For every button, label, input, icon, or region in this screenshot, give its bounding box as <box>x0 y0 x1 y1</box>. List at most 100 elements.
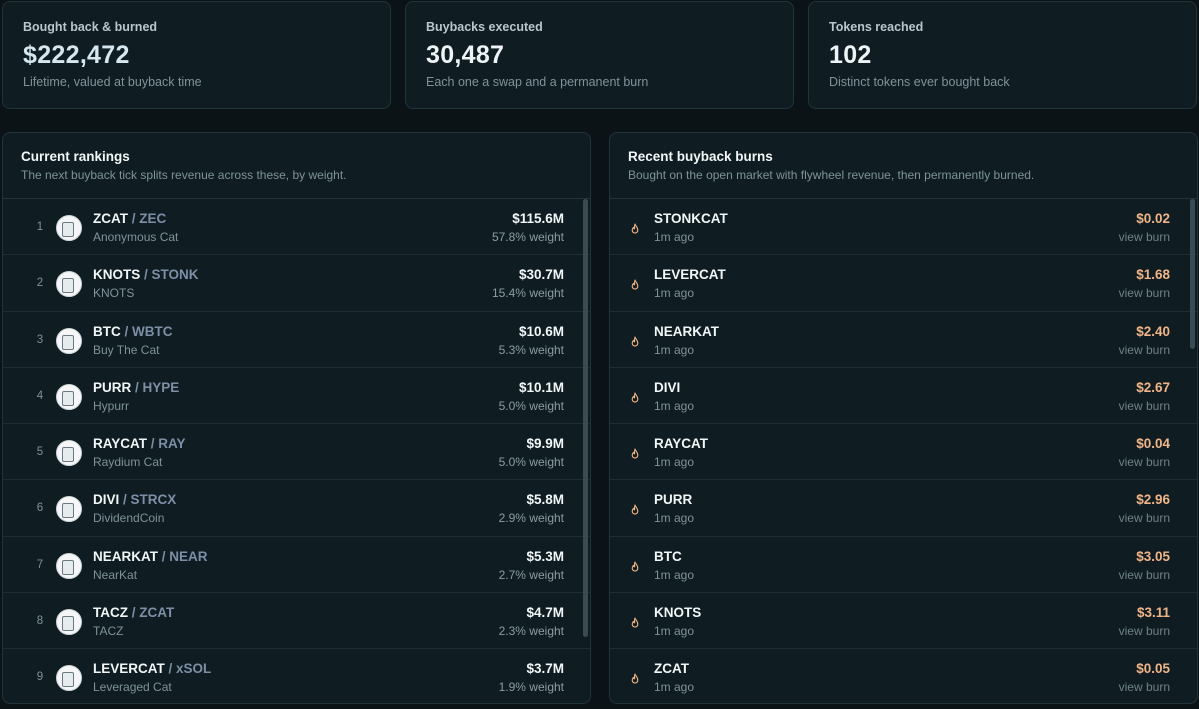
burn-amount: $2.40 <box>1136 323 1170 339</box>
view-burn-link[interactable]: view burn <box>1118 567 1170 582</box>
panel-title: Recent buyback burns <box>628 149 773 164</box>
ranking-row[interactable]: 8 TACZ / ZCAT TACZ $4.7M 2.3% weight <box>3 593 590 650</box>
ranking-row[interactable]: 5 RAYCAT / RAY Raydium Cat $9.9M 5.0% weight <box>3 424 590 481</box>
token-pair: / ZCAT <box>131 605 175 621</box>
stat-label: Buybacks executed <box>426 20 543 34</box>
burns-scrollbar[interactable] <box>1189 199 1195 701</box>
token-name: TACZ / ZCAT <box>93 605 174 620</box>
burn-time: 1m ago <box>654 286 695 301</box>
panel-subtitle: Bought on the open market with flywheel … <box>628 168 1035 182</box>
stat-card-burned: Bought back & burned $222,472 Lifetime, … <box>2 1 391 109</box>
burns-panel: Recent buyback burns Bought on the open … <box>609 132 1198 704</box>
burn-row[interactable]: KNOTS 1m ago $3.11 view burn <box>610 593 1197 650</box>
token-weight: 5.3% weight <box>498 342 564 357</box>
burn-row[interactable]: BTC 1m ago $3.05 view burn <box>610 537 1197 594</box>
burn-row[interactable]: ZCAT 1m ago $0.05 view burn <box>610 649 1197 703</box>
token-symbol: BTC <box>93 323 121 339</box>
view-burn-link[interactable]: view burn <box>1118 342 1170 357</box>
flame-icon <box>629 222 641 234</box>
burn-row[interactable]: STONKCAT 1m ago $0.02 view burn <box>610 199 1197 256</box>
token-amount: $3.7M <box>526 661 564 677</box>
view-burn-link[interactable]: view burn <box>1118 511 1170 526</box>
flame-icon <box>629 278 641 290</box>
burn-row[interactable]: LEVERCAT 1m ago $1.68 view burn <box>610 255 1197 312</box>
flame-icon <box>629 560 641 572</box>
ranking-row[interactable]: 3 BTC / WBTC Buy The Cat $10.6M 5.3% weight <box>3 312 590 368</box>
token-description: Buy The Cat <box>93 342 160 357</box>
ranking-row[interactable]: 9 LEVERCAT / xSOL Leveraged Cat $3.7M 1.9% w… <box>3 649 590 703</box>
burns-list[interactable]: STONKCAT 1m ago $0.02 view burn LEVERCAT 1m a… <box>610 199 1197 703</box>
stat-sub: Each one a swap and a permanent burn <box>426 75 649 89</box>
burn-row[interactable]: PURR 1m ago $2.96 view burn <box>610 480 1197 537</box>
burn-amount: $2.67 <box>1136 379 1170 395</box>
stat-value: 30,487 <box>426 41 505 69</box>
flame-icon <box>629 335 641 347</box>
rank-number: 1 <box>36 221 44 233</box>
token-description: Raydium Cat <box>93 455 163 470</box>
token-pair: / ZEC <box>131 211 167 226</box>
burn-token: STONKCAT <box>654 211 728 226</box>
token-name: NEARKAT / NEAR <box>93 549 208 564</box>
token-name: RAYCAT / RAY <box>93 436 186 451</box>
stat-sub: Lifetime, valued at buyback time <box>23 75 202 89</box>
token-description: Hypurr <box>93 398 130 413</box>
token-name: DIVI / STRCX <box>93 492 176 507</box>
view-burn-link[interactable]: view burn <box>1118 680 1170 695</box>
token-pair: / NEAR <box>161 548 208 564</box>
panel-title: Current rankings <box>21 149 130 164</box>
rank-number: 6 <box>36 502 44 515</box>
stat-value: $222,472 <box>23 41 130 69</box>
burn-row[interactable]: RAYCAT 1m ago $0.04 view burn <box>610 424 1197 481</box>
burn-row[interactable]: NEARKAT 1m ago $2.40 view burn <box>610 312 1197 368</box>
ranking-row[interactable]: 6 DIVI / STRCX DividendCoin $5.8M 2.9% weigh… <box>3 480 590 537</box>
burn-token: RAYCAT <box>654 436 709 452</box>
stats-bar: Bought back & burned $222,472 Lifetime, … <box>0 0 1199 110</box>
stat-card-executed: Buybacks executed 30,487 Each one a swap… <box>405 1 794 109</box>
ranking-row[interactable]: 2 KNOTS / STONK KNOTS $30.7M 15.4% weight <box>3 255 590 312</box>
token-pair: / WBTC <box>124 323 173 339</box>
view-burn-link[interactable]: view burn <box>1118 286 1170 301</box>
token-symbol: DIVI <box>93 492 120 508</box>
ranking-row[interactable]: 1 ZCAT / ZEC Anonymous Cat $115.6M 57.8% wei… <box>3 199 590 256</box>
token-description: TACZ <box>93 624 124 639</box>
token-pair: / xSOL <box>168 661 212 677</box>
burn-time: 1m ago <box>654 567 695 582</box>
ranking-row[interactable]: 7 NEARKAT / NEAR NearKat $5.3M 2.7% weight <box>3 537 590 594</box>
rankings-panel: Current rankings The next buyback tick s… <box>2 132 591 704</box>
view-burn-link[interactable]: view burn <box>1118 455 1170 470</box>
burn-row[interactable]: DIVI 1m ago $2.67 view burn <box>610 368 1197 425</box>
token-description: KNOTS <box>93 286 135 301</box>
token-amount: $4.7M <box>526 605 564 621</box>
token-weight: 15.4% weight <box>491 286 564 301</box>
rank-number: 4 <box>36 389 44 402</box>
view-burn-link[interactable]: view burn <box>1118 624 1170 639</box>
burn-token: LEVERCAT <box>654 267 726 283</box>
burn-time: 1m ago <box>654 455 695 470</box>
scroll-thumb[interactable] <box>1190 199 1195 349</box>
burn-amount: $2.96 <box>1136 492 1170 508</box>
token-description: Leveraged Cat <box>93 680 172 695</box>
view-burn-link[interactable]: view burn <box>1118 398 1170 413</box>
token-avatar-icon <box>56 552 82 579</box>
token-description: NearKat <box>93 567 138 582</box>
stat-label: Tokens reached <box>829 20 924 34</box>
burn-time: 1m ago <box>654 624 695 639</box>
token-symbol: RAYCAT <box>93 436 148 452</box>
token-weight: 2.7% weight <box>498 567 564 582</box>
rankings-list[interactable]: 1 ZCAT / ZEC Anonymous Cat $115.6M 57.8% wei… <box>3 199 590 703</box>
token-name: KNOTS / STONK <box>93 267 199 282</box>
token-avatar-icon <box>56 609 82 636</box>
flame-icon <box>629 447 641 459</box>
burn-amount: $3.05 <box>1136 548 1170 564</box>
token-amount: $30.7M <box>518 267 564 283</box>
rankings-header: Current rankings The next buyback tick s… <box>3 133 590 199</box>
token-weight: 2.9% weight <box>498 511 564 526</box>
token-description: Anonymous Cat <box>93 230 179 244</box>
view-burn-link[interactable]: view burn <box>1118 230 1170 244</box>
ranking-row[interactable]: 4 PURR / HYPE Hypurr $10.1M 5.0% weight <box>3 368 590 425</box>
token-avatar-icon <box>56 665 82 692</box>
token-name: ZCAT / ZEC <box>93 211 166 226</box>
scroll-thumb[interactable] <box>583 199 588 637</box>
rankings-scrollbar[interactable] <box>582 199 588 701</box>
token-weight: 57.8% weight <box>491 230 564 244</box>
